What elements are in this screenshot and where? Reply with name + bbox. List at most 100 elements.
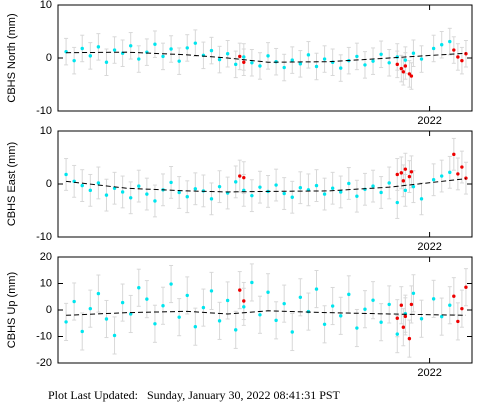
data-point <box>234 62 238 67</box>
y-tick-label: 20 <box>40 251 52 263</box>
data-point <box>96 45 101 49</box>
data-point <box>363 307 367 311</box>
data-point <box>460 165 464 169</box>
data-point <box>80 329 84 334</box>
data-point <box>452 152 456 157</box>
data-point <box>88 188 93 193</box>
data-point <box>371 59 375 63</box>
data-point <box>153 199 157 203</box>
data-point <box>104 317 109 321</box>
data-point <box>460 306 464 311</box>
data-point <box>399 303 404 307</box>
data-point <box>409 302 414 307</box>
y-tick-label: 0 <box>46 304 52 316</box>
data-point <box>242 299 246 303</box>
data-point <box>153 322 157 326</box>
data-point <box>339 314 343 318</box>
data-point <box>201 305 206 310</box>
data-point <box>64 320 68 324</box>
data-point <box>440 43 444 47</box>
data-point <box>161 54 165 59</box>
data-point <box>298 295 303 299</box>
x-tick-label: 2022 <box>417 115 441 127</box>
data-point <box>355 326 359 330</box>
data-point <box>242 305 246 309</box>
data-point <box>104 193 109 197</box>
trend-line <box>66 178 466 193</box>
data-point <box>322 322 327 327</box>
data-point <box>72 299 76 304</box>
data-point <box>339 66 343 70</box>
data-point <box>282 191 286 196</box>
data-point <box>448 303 452 307</box>
data-point <box>448 170 452 175</box>
data-point <box>266 54 270 58</box>
y-tick-label: -20 <box>36 357 52 369</box>
data-point <box>274 183 278 187</box>
data-point <box>234 328 238 332</box>
data-point <box>464 285 468 289</box>
data-point <box>314 183 319 188</box>
y-axis-label: CBHS East (mm) <box>6 142 18 226</box>
data-point <box>298 62 303 66</box>
data-point <box>387 302 391 307</box>
y-axis-label: CBHS North (mm) <box>6 13 18 102</box>
data-point <box>395 200 399 205</box>
data-point <box>193 187 198 191</box>
data-point <box>274 318 278 323</box>
data-point <box>460 58 464 63</box>
data-point <box>403 188 408 193</box>
data-point <box>238 288 242 292</box>
data-point <box>242 188 246 193</box>
data-point <box>129 196 133 200</box>
data-point <box>387 181 391 185</box>
data-point <box>161 304 165 308</box>
plot-frame <box>57 130 473 238</box>
data-point <box>407 174 412 179</box>
footer: Plot Last Updated: Sunday, January 30, 2… <box>48 388 341 402</box>
data-point <box>399 171 404 175</box>
data-point <box>409 74 414 78</box>
data-point <box>64 172 68 177</box>
data-point <box>217 57 222 62</box>
data-point <box>452 294 456 298</box>
data-point <box>379 190 383 195</box>
x-tick-label: 2022 <box>417 241 441 253</box>
data-point <box>120 190 125 194</box>
data-point <box>234 180 238 184</box>
y-tick-label: -10 <box>36 231 52 243</box>
data-point <box>225 298 230 303</box>
y-tick-label: 0 <box>46 178 52 190</box>
data-point <box>250 61 254 65</box>
data-point <box>242 55 246 59</box>
data-point <box>169 282 173 286</box>
data-point <box>448 39 452 44</box>
data-point <box>282 301 286 306</box>
data-point <box>137 57 141 61</box>
data-point <box>242 175 246 180</box>
data-point <box>88 54 93 58</box>
plot-frame <box>57 256 473 364</box>
data-point <box>225 52 230 56</box>
data-point <box>371 298 375 302</box>
data-point <box>104 60 109 64</box>
data-point <box>419 197 424 201</box>
data-point <box>395 172 399 177</box>
data-point <box>282 65 286 70</box>
y-tick-label: 10 <box>40 0 52 11</box>
trend-line <box>66 310 466 316</box>
x-tick-label: 2022 <box>417 367 441 379</box>
data-point <box>266 290 270 294</box>
trend-line <box>66 51 466 63</box>
data-point <box>411 51 416 55</box>
data-point <box>153 42 157 46</box>
data-point <box>290 195 294 199</box>
data-point <box>129 312 133 316</box>
data-point <box>347 292 351 297</box>
data-point <box>456 319 460 324</box>
data-point <box>193 324 198 329</box>
data-point <box>137 286 141 290</box>
data-point <box>129 44 133 48</box>
data-point <box>137 184 141 188</box>
